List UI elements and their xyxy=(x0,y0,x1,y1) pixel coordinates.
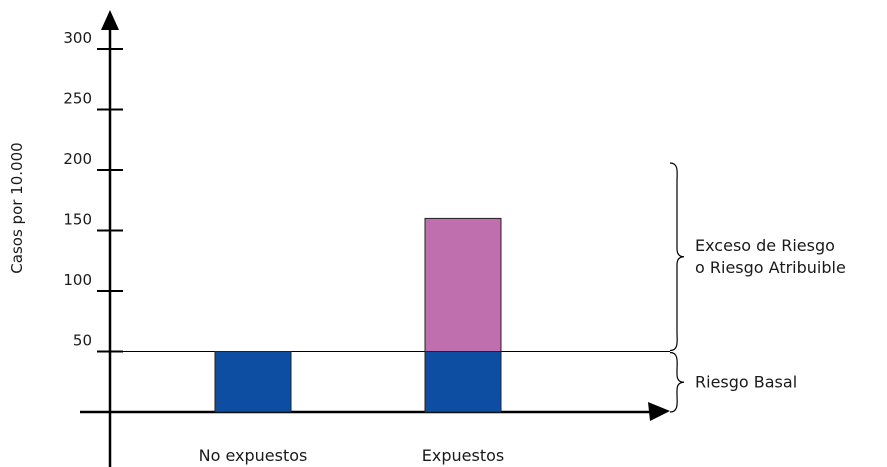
curly-brace xyxy=(669,351,685,413)
annotation-excess-label: o Riesgo Atribuible xyxy=(695,258,846,277)
y-axis-arrowhead xyxy=(101,10,119,30)
annotations: Exceso de Riesgo o Riesgo Atribuible Riesg… xyxy=(669,162,846,413)
category-label: No expuestos xyxy=(199,446,308,465)
annotation-basal-label: Riesgo Basal xyxy=(695,372,797,391)
y-tick-label: 100 xyxy=(63,271,92,289)
category-label: Expuestos xyxy=(422,446,504,465)
y-tick-label: 250 xyxy=(63,90,92,108)
bar-segment xyxy=(214,351,292,413)
y-tick-label: 300 xyxy=(63,29,92,47)
y-axis-ticks: 50 100 150 200 250 300 xyxy=(63,29,123,353)
bar-segment xyxy=(424,351,502,413)
category-labels: No expuestos Expuestos xyxy=(199,446,505,465)
bar-segment xyxy=(424,217,502,352)
y-axis-title: Casos por 10.000 xyxy=(8,142,26,273)
y-tick-label: 50 xyxy=(73,332,92,350)
x-axis-arrowhead xyxy=(648,402,670,421)
bars xyxy=(214,217,502,413)
curly-brace xyxy=(669,162,685,352)
annotation-excess-label: Exceso de Riesgo xyxy=(695,236,835,255)
y-tick-label: 150 xyxy=(63,211,92,229)
y-tick-label: 200 xyxy=(63,150,92,168)
